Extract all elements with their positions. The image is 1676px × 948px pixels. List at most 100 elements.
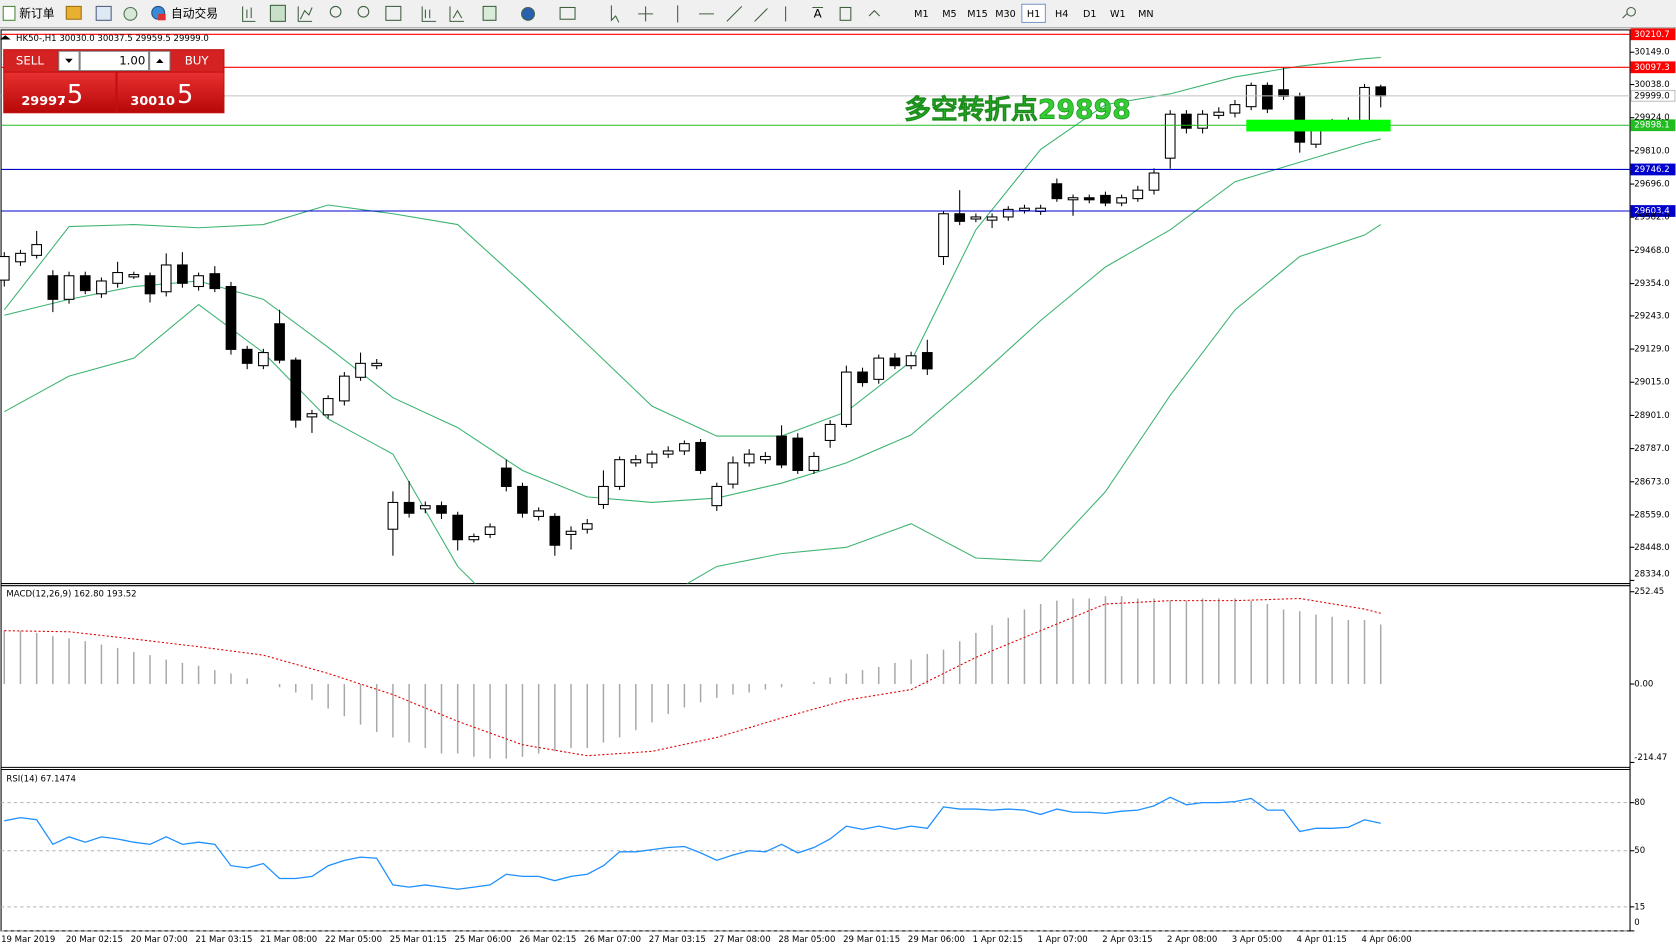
candle-body (857, 371, 868, 384)
candle-body (1148, 172, 1160, 191)
main-panel (0, 56, 1387, 584)
toolbar-icon[interactable] (868, 9, 1628, 19)
toolbar-icon[interactable] (297, 6, 313, 22)
candle-body (338, 375, 350, 402)
x-tick-label: 29 Mar 01:15 (843, 935, 900, 945)
toolbar-icon[interactable] (482, 5, 497, 21)
timeframe-bar: M1 M5 M15 M30 H1 H4 D1 W1 MN (914, 3, 1154, 23)
y-tick-label: 29810.0 (1634, 146, 1669, 156)
y-tick-label: 29129.0 (1634, 345, 1669, 355)
x-tick-label: 28 Mar 05:00 (778, 935, 835, 945)
toolbar-icon[interactable] (421, 6, 437, 22)
timeframe-button[interactable]: MN (1138, 9, 1153, 20)
x-tick-label: 4 Apr 01:15 (1297, 935, 1347, 945)
new-order-button[interactable]: 新订单 (2, 5, 55, 21)
x-tick-label: 26 Mar 07:00 (584, 935, 641, 945)
y-tick-label: 28559.0 (1634, 510, 1669, 520)
rsi-line (4, 796, 1381, 890)
candle-body (1278, 89, 1289, 97)
toolbar-icon[interactable] (123, 6, 138, 21)
buy-price-button[interactable] (117, 72, 224, 113)
toolbar-icon[interactable] (385, 5, 402, 21)
x-tick-label: 26 Mar 02:15 (519, 935, 576, 945)
toolbar-icon[interactable] (269, 4, 286, 22)
toolbar-icon[interactable] (521, 6, 535, 21)
y-tick-label: 0.00 (1634, 680, 1653, 690)
y-tick-label: 29468.0 (1634, 246, 1669, 256)
price-level-box (1630, 205, 1676, 217)
candle-body (1359, 86, 1370, 124)
timeframe-button[interactable]: M1 (914, 9, 928, 20)
price-level-box (1630, 163, 1676, 176)
toolbar-icon[interactable] (95, 5, 112, 21)
timeframe-button[interactable]: W1 (1110, 9, 1126, 20)
candle-body (1262, 84, 1273, 110)
candle-body (598, 485, 609, 506)
x-tick-label: 1 Apr 02:15 (973, 935, 1023, 945)
chart-window (0, 28, 1676, 948)
price-level-label: 29898.1 (1634, 121, 1669, 131)
auto-trading-button[interactable]: 自动交易 (151, 5, 218, 20)
bollinger-band (3, 56, 1381, 437)
candle-body (79, 275, 91, 292)
timeframe-button[interactable]: M5 (942, 9, 956, 20)
timeframe-button[interactable]: H1 (1027, 9, 1040, 20)
x-tick-label: 2 Apr 08:00 (1167, 935, 1217, 945)
buy-label: BUY (185, 53, 210, 67)
candle-body (387, 501, 399, 530)
toolbar-icon[interactable] (329, 5, 342, 18)
toolbar-text-icon[interactable]: A (814, 6, 822, 20)
timeframe-button[interactable]: M30 (995, 9, 1016, 20)
toolbar-icon[interactable] (559, 6, 576, 20)
macd-signal (4, 597, 1381, 757)
x-tick-label: 22 Mar 05:00 (325, 935, 382, 945)
candle-body (355, 362, 366, 378)
search-icon[interactable] (1626, 6, 1636, 17)
candle-body (500, 467, 512, 487)
candle-body (452, 514, 464, 541)
candle-body (549, 515, 561, 546)
y-tick-label: 29696.0 (1634, 180, 1669, 190)
candle-body (1067, 197, 1079, 201)
x-tick-label: 27 Mar 08:00 (714, 935, 771, 945)
x-tick-label: 25 Mar 06:00 (454, 935, 511, 945)
toolbar-icon[interactable] (242, 6, 256, 22)
rsi-panel (4, 796, 1381, 890)
sell-button[interactable] (4, 50, 58, 72)
x-tick-label: 2 Apr 03:15 (1102, 935, 1152, 945)
y-tick-label: 29582.0 (1634, 213, 1669, 223)
lot-input[interactable] (79, 50, 150, 72)
candle-body (47, 275, 59, 300)
trade-panel: SELL 1.00 BUY 29997 .5 30010 .5 (3, 49, 225, 114)
x-tick-label: 20 Mar 07:00 (131, 935, 188, 945)
rsi-title: RSI(14) 67.1474 (6, 775, 76, 785)
buy-price: 30010 (130, 94, 175, 109)
toolbar-icon[interactable] (65, 5, 82, 20)
toolbar-icon[interactable] (839, 6, 852, 21)
timeframe-button[interactable]: D1 (1083, 9, 1097, 20)
timeframe-button[interactable]: M15 (967, 9, 988, 20)
bollinger-band (4, 224, 1382, 584)
candle-body (905, 355, 917, 367)
price-level-label: 29603.4 (1634, 207, 1669, 217)
chart-title-icon (0, 35, 11, 40)
y-tick-label: 252.45 (1634, 587, 1664, 597)
candle-body (241, 348, 253, 364)
y-tick-label: 15 (1634, 902, 1645, 912)
timeframe-button[interactable]: H4 (1055, 9, 1068, 20)
auto-trading-label: 自动交易 (171, 6, 218, 20)
candle-body (1164, 113, 1176, 159)
y-tick-label: -214.47 (1634, 753, 1667, 763)
toolbar-icon[interactable] (357, 5, 370, 18)
candle-body (954, 213, 966, 222)
y-tick-label: 28673.0 (1634, 477, 1669, 487)
toolbar-icon[interactable] (610, 5, 824, 23)
price-level-label: 30097.3 (1634, 63, 1669, 73)
toolbar-icon[interactable] (449, 6, 464, 22)
sell-price-button[interactable] (4, 72, 116, 113)
price-level-box (1630, 90, 1676, 102)
candle-body (63, 275, 75, 300)
buy-button[interactable] (171, 50, 224, 72)
